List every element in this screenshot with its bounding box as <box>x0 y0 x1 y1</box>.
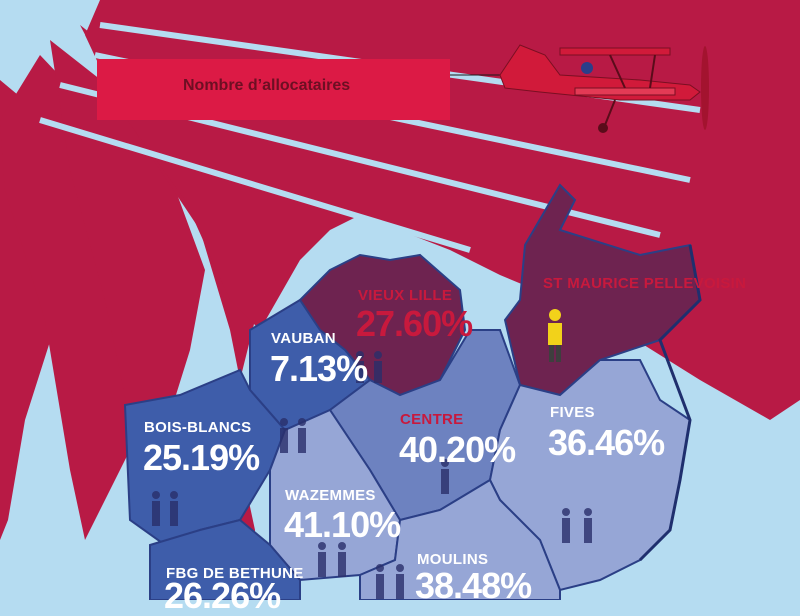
district-value-wazemmes: 41.10% <box>284 504 401 545</box>
district-label-st-maurice: ST MAURICE PELLEVOISIN <box>543 275 747 292</box>
district-moulins <box>359 478 561 600</box>
district-label-wazemmes: WAZEMMES <box>285 487 376 504</box>
banner-title: Nombre d’allocataires <box>183 77 351 94</box>
district-value-fbg-de-bethune: 26.26% <box>164 575 281 616</box>
district-value-moulins: 38.48% <box>415 565 532 606</box>
district-label-fbg-de-bethune: FBG DE BETHUNE <box>166 565 304 582</box>
title-banner <box>97 59 450 120</box>
district-value-vieux-lille: 27.60% <box>356 303 473 344</box>
district-label-vauban: VAUBAN <box>271 330 336 347</box>
district-fbg-de-bethune <box>149 518 301 600</box>
district-label-moulins: MOULINS <box>417 551 489 568</box>
worker-icon <box>548 309 562 362</box>
biplane-icon <box>450 44 709 133</box>
district-label-centre: CENTRE <box>400 411 464 428</box>
district-value-bois-blancs: 25.19% <box>143 437 260 478</box>
map-shadow <box>638 244 702 562</box>
district-label-bois-blancs: BOIS-BLANCS <box>144 419 252 436</box>
district-value-vauban: 7.13% <box>270 348 368 389</box>
district-value-centre: 40.20% <box>399 429 516 470</box>
district-label-fives: FIVES <box>550 404 595 421</box>
person-pair-icon <box>152 351 592 599</box>
district-value-fives: 36.46% <box>548 422 665 463</box>
district-label-vieux-lille: VIEUX LILLE <box>358 287 453 304</box>
